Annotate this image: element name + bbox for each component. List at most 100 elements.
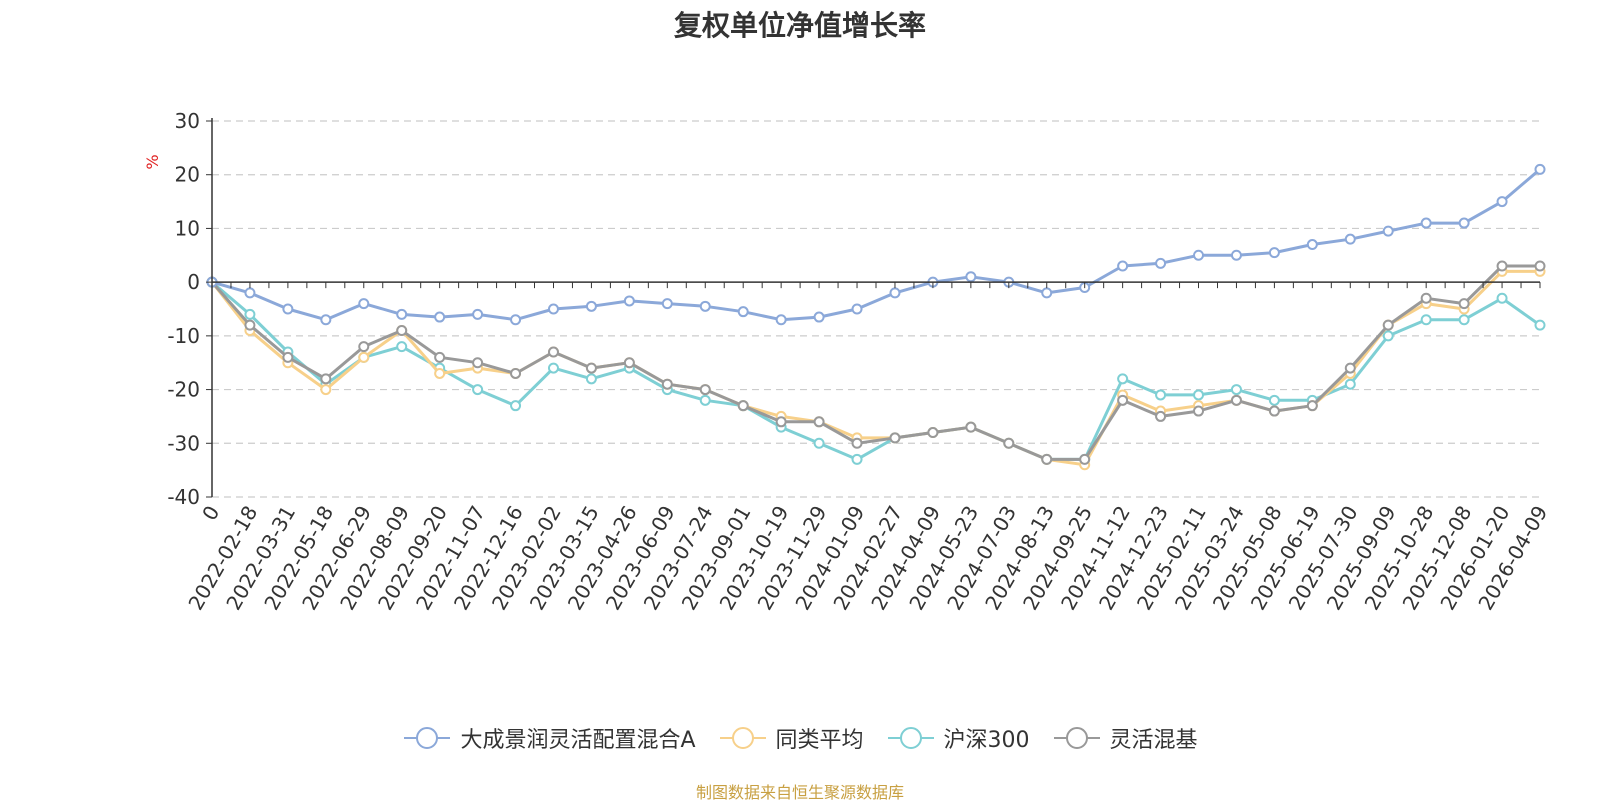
data-point [1496, 292, 1508, 304]
legend-marker-icon [719, 727, 766, 749]
y-tick-label: 10 [175, 216, 200, 240]
data-point [965, 271, 977, 283]
data-point [1306, 239, 1318, 251]
data-point [585, 362, 597, 374]
data-point [699, 394, 711, 406]
data-point [320, 384, 332, 396]
data-point [1420, 217, 1432, 229]
data-point [851, 437, 863, 449]
data-point [1420, 314, 1432, 326]
data-point [282, 351, 294, 363]
y-tick-label: -30 [167, 431, 200, 455]
y-tick-label: -10 [167, 324, 200, 348]
x-tick-label: 0 [197, 502, 224, 525]
data-point [737, 306, 749, 318]
data-point [1382, 225, 1394, 237]
data-point [699, 300, 711, 312]
y-tick-label: 0 [187, 270, 200, 294]
data-point [813, 311, 825, 323]
data-point [1193, 249, 1205, 261]
data-point [1344, 362, 1356, 374]
data-point [358, 298, 370, 310]
data-point [661, 298, 673, 310]
data-point [775, 416, 787, 428]
data-point [1155, 389, 1167, 401]
data-point [1268, 247, 1280, 259]
data-point [1003, 437, 1015, 449]
y-tick-label: 30 [175, 109, 200, 133]
data-point [547, 346, 559, 358]
data-point [623, 357, 635, 369]
data-point [1382, 319, 1394, 331]
data-point [434, 367, 446, 379]
legend-marker-icon [404, 727, 451, 749]
data-point [396, 308, 408, 320]
y-tick-label: -20 [167, 378, 200, 402]
data-point [1230, 249, 1242, 261]
data-point [1155, 257, 1167, 269]
data-point [510, 400, 522, 412]
y-axis-label: % [143, 154, 162, 169]
data-point [320, 314, 332, 326]
data-point [889, 287, 901, 299]
data-point [244, 287, 256, 299]
data-point [1306, 400, 1318, 412]
data-point [1193, 405, 1205, 417]
data-point [1534, 260, 1546, 272]
legend-marker-icon [1053, 727, 1100, 749]
data-point [1344, 378, 1356, 390]
axes: 3020100-10-20-30-4002022-02-182022-03-31… [167, 109, 1552, 614]
data-point [472, 357, 484, 369]
data-point [1496, 196, 1508, 208]
y-tick-label: 20 [175, 163, 200, 187]
data-point [510, 367, 522, 379]
data-point [1230, 394, 1242, 406]
data-point [585, 300, 597, 312]
chart-title: 复权单位净值增长率 [673, 9, 926, 42]
chart-svg: 3020100-10-20-30-4002022-02-182022-03-31… [143, 109, 1552, 614]
data-point [889, 432, 901, 444]
legend-item[interactable]: 灵活混基 [1052, 722, 1198, 754]
data-point [1458, 298, 1470, 310]
data-point [585, 373, 597, 385]
data-point [1193, 389, 1205, 401]
source-note: 制图数据来自恒生聚源数据库 [695, 783, 904, 802]
data-point [851, 303, 863, 315]
legend-marker-icon [887, 727, 934, 749]
data-point [244, 308, 256, 320]
legend-item[interactable]: 沪深300 [886, 722, 1030, 754]
data-point [1041, 453, 1053, 465]
data-point [282, 303, 294, 315]
data-point [1382, 330, 1394, 342]
data-point [623, 295, 635, 307]
data-point [1344, 233, 1356, 245]
data-point [547, 303, 559, 315]
data-point [244, 319, 256, 331]
series-lines [206, 163, 1546, 471]
data-point [358, 341, 370, 353]
data-point [510, 314, 522, 326]
data-point [1155, 410, 1167, 422]
y-tick-label: -40 [167, 485, 200, 509]
data-point [434, 311, 446, 323]
data-point [1041, 287, 1053, 299]
legend-item[interactable]: 同类平均 [718, 722, 864, 754]
data-point [1496, 260, 1508, 272]
data-point [927, 427, 939, 439]
data-point [1117, 260, 1129, 272]
data-point [1534, 163, 1546, 175]
data-point [813, 416, 825, 428]
data-point [965, 421, 977, 433]
data-point [1268, 405, 1280, 417]
data-point [1230, 384, 1242, 396]
legend: 大成景润灵活配置混合A 同类平均 沪深300 灵活混基 [0, 722, 1600, 754]
data-point [472, 384, 484, 396]
data-point [737, 400, 749, 412]
data-point [1458, 217, 1470, 229]
legend-label: 沪深300 [943, 728, 1030, 753]
data-point [358, 351, 370, 363]
data-point [661, 378, 673, 390]
legend-item[interactable]: 大成景润灵活配置混合A [402, 722, 696, 754]
data-point [472, 308, 484, 320]
data-point [1117, 373, 1129, 385]
